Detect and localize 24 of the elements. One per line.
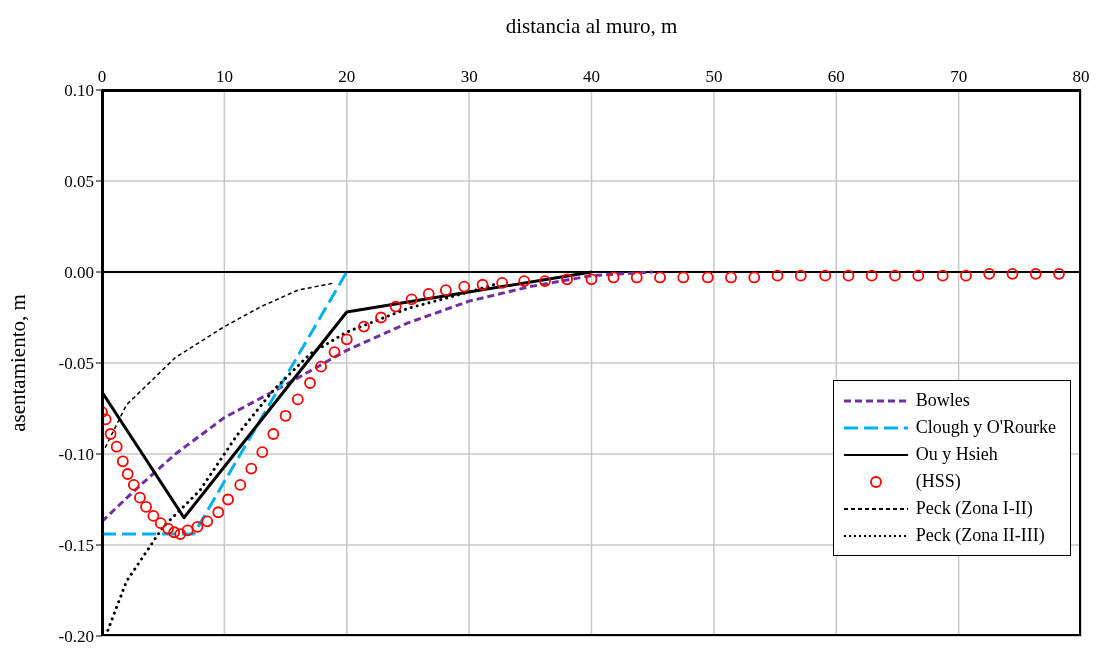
- x-tick-label: 60: [827, 67, 845, 86]
- legend-label: Clough y O'Rourke: [915, 417, 1056, 438]
- x-tick-label: 40: [583, 67, 600, 86]
- y-axis-title: asentamiento, m: [6, 294, 31, 432]
- y-tick-label: 0.05: [64, 172, 94, 192]
- x-tick-label: 70: [950, 67, 968, 86]
- x-axis-title: distancia al muro, m: [505, 13, 678, 38]
- x-tick-label: 80: [1072, 67, 1090, 86]
- legend-label: Ou y Hsieh: [915, 444, 998, 465]
- y-tick-label: -0.20: [58, 627, 94, 647]
- y-tick-label: 0.10: [64, 81, 94, 101]
- y-tick-label: 0.00: [64, 263, 94, 283]
- x-tick-label: 50: [705, 67, 723, 86]
- legend-label: Peck (Zona II-III): [915, 525, 1045, 546]
- x-tick-label: 20: [338, 67, 356, 86]
- y-tick-label: -0.10: [58, 445, 94, 465]
- x-tick-label: 0: [97, 67, 107, 86]
- legend-label: Peck (Zona I-II): [915, 498, 1033, 519]
- legend-label: (HSS): [915, 471, 961, 492]
- x-tick-label: 30: [460, 67, 478, 86]
- x-tick-label: 10: [215, 67, 233, 86]
- y-tick-label: -0.15: [58, 536, 94, 556]
- y-tick-label: -0.05: [58, 354, 94, 374]
- legend-label: Bowles: [915, 390, 970, 411]
